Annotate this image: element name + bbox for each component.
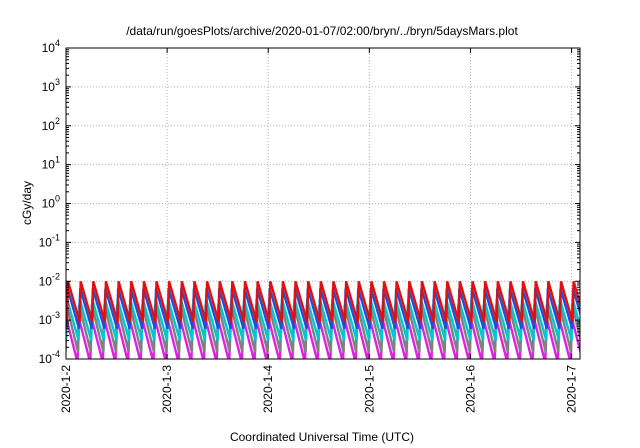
series-line-red	[66, 280, 580, 323]
y-tick-exponent: -1	[52, 232, 60, 242]
y-tick-exponent: 2	[55, 116, 60, 126]
grid	[66, 48, 580, 359]
y-tick-exponent: 1	[55, 155, 60, 165]
y-tick-label: 103	[42, 77, 60, 94]
axis-ticks	[65, 47, 580, 360]
x-tick-labels: 2020-1-2 2020-1-3 2020-1-4 2020-1-5 2020-1-6…	[59, 365, 579, 413]
series-line-cyan	[66, 298, 580, 341]
y-tick-exponent: 4	[55, 38, 60, 48]
y-tick-base: 10	[42, 197, 56, 211]
y-tick-base: 10	[42, 80, 56, 94]
data-series	[66, 280, 580, 359]
y-tick-base: 10	[39, 274, 53, 288]
x-tick-label: 2020-1-6	[463, 365, 477, 413]
y-tick-label: 10-2	[39, 271, 60, 288]
y-tick-base: 10	[42, 119, 56, 133]
y-tick-label: 10-3	[39, 310, 60, 327]
x-tick-label: 2020-1-3	[160, 365, 174, 413]
y-axis-label: cGy/day	[20, 181, 34, 225]
y-tick-base: 10	[39, 235, 53, 249]
series-line-magenta	[66, 316, 580, 359]
y-tick-label: 102	[42, 116, 60, 133]
y-tick-exponent: 0	[55, 194, 60, 204]
x-tick-label: 2020-1-4	[261, 365, 275, 413]
series-line-blue	[66, 288, 580, 330]
y-tick-label: 10-4	[39, 349, 60, 366]
y-tick-exponent: 3	[55, 77, 60, 87]
y-tick-label: 104	[42, 38, 60, 55]
y-tick-base: 10	[39, 352, 53, 366]
y-tick-base: 10	[42, 158, 56, 172]
chart-title: /data/run/goesPlots/archive/2020-01-07/0…	[126, 24, 518, 38]
y-tick-label: 100	[42, 194, 60, 211]
x-tick-label: 2020-1-7	[565, 365, 579, 413]
x-tick-label: 2020-1-5	[362, 365, 376, 413]
x-axis-label: Coordinated Universal Time (UTC)	[230, 430, 414, 444]
y-tick-exponent: -3	[52, 310, 60, 320]
y-tick-exponent: -4	[52, 349, 60, 359]
y-tick-base: 10	[42, 41, 56, 55]
y-tick-label: 10-1	[39, 232, 60, 249]
y-tick-exponent: -2	[52, 271, 60, 281]
y-tick-base: 10	[39, 313, 53, 327]
x-tick-label: 2020-1-2	[59, 365, 73, 413]
y-tick-label: 101	[42, 155, 60, 172]
